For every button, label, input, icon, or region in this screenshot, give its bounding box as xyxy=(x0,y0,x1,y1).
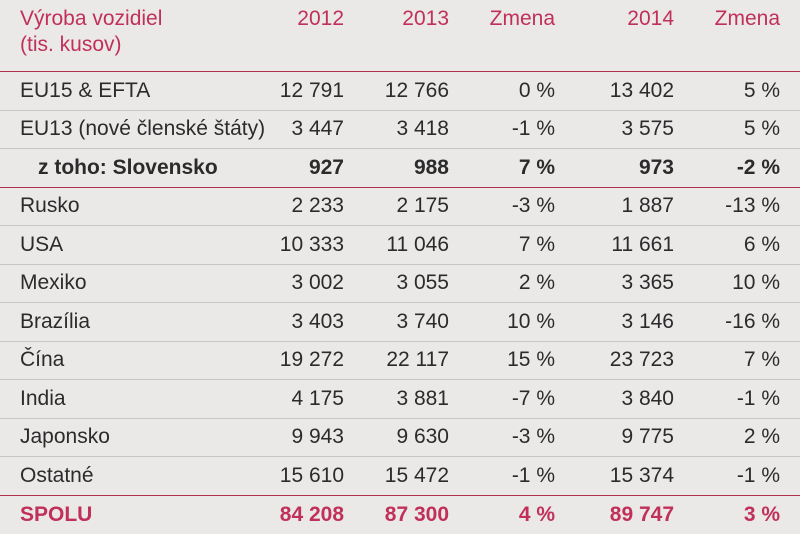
table-row: EU15 & EFTA 12 791 12 766 0 % 13 402 5 % xyxy=(0,72,800,111)
cell-2012: 10 333 xyxy=(272,233,344,257)
cell-change-1: 2 % xyxy=(449,271,555,295)
cell-change-2: -2 % xyxy=(674,156,780,180)
cell-change-2: 10 % xyxy=(674,271,780,295)
header-2012: 2012 xyxy=(272,6,344,32)
cell-2014: 3 575 xyxy=(555,117,674,141)
cell-change-2: -16 % xyxy=(674,310,780,334)
table-row: India 4 175 3 881 -7 % 3 840 -1 % xyxy=(0,380,800,419)
cell-change-2: 7 % xyxy=(674,348,780,372)
table-row: Japonsko 9 943 9 630 -3 % 9 775 2 % xyxy=(0,419,800,458)
cell-2013: 11 046 xyxy=(344,233,449,257)
header-change-2: Zmena xyxy=(674,6,780,32)
total-2014: 89 747 xyxy=(555,503,674,527)
total-2012: 84 208 xyxy=(272,503,344,527)
cell-2012: 3 447 xyxy=(272,117,344,141)
table-row: EU13 (nové členské štáty) 3 447 3 418 -1… xyxy=(0,111,800,150)
cell-2014: 3 365 xyxy=(555,271,674,295)
total-change-2: 3 % xyxy=(674,503,780,527)
row-label: Rusko xyxy=(0,194,272,218)
cell-2013: 22 117 xyxy=(344,348,449,372)
row-label: Mexiko xyxy=(0,271,272,295)
header-2013: 2013 xyxy=(344,6,449,32)
table-header: Výroba vozidiel (tis. kusov) 2012 2013 Z… xyxy=(0,0,800,72)
cell-change-2: 5 % xyxy=(674,117,780,141)
table-row: Ostatné 15 610 15 472 -1 % 15 374 -1 % xyxy=(0,457,800,496)
cell-change-2: -1 % xyxy=(674,464,780,488)
cell-2013: 12 766 xyxy=(344,79,449,103)
cell-2013: 9 630 xyxy=(344,425,449,449)
cell-2014: 1 887 xyxy=(555,194,674,218)
cell-2013: 2 175 xyxy=(344,194,449,218)
cell-2014: 23 723 xyxy=(555,348,674,372)
table-row: Brazília 3 403 3 740 10 % 3 146 -16 % xyxy=(0,303,800,342)
cell-change-2: -13 % xyxy=(674,194,780,218)
cell-2013: 3 881 xyxy=(344,387,449,411)
cell-change-2: 5 % xyxy=(674,79,780,103)
cell-2013: 3 055 xyxy=(344,271,449,295)
row-label: Čína xyxy=(0,348,272,372)
total-label: SPOLU xyxy=(0,503,272,527)
cell-2012: 9 943 xyxy=(272,425,344,449)
row-label: EU13 (nové členské štáty) xyxy=(0,117,272,141)
header-change-1: Zmena xyxy=(449,6,555,32)
cell-2014: 11 661 xyxy=(555,233,674,257)
table-body: EU15 & EFTA 12 791 12 766 0 % 13 402 5 %… xyxy=(0,72,800,534)
cell-change-1: 15 % xyxy=(449,348,555,372)
header-title: Výroba vozidiel xyxy=(20,6,272,32)
row-label: USA xyxy=(0,233,272,257)
cell-2014: 9 775 xyxy=(555,425,674,449)
total-change-1: 4 % xyxy=(449,503,555,527)
header-unit: (tis. kusov) xyxy=(20,32,272,58)
row-label: India xyxy=(0,387,272,411)
cell-2013: 3 418 xyxy=(344,117,449,141)
cell-2014: 973 xyxy=(555,156,674,180)
table-row: Čína 19 272 22 117 15 % 23 723 7 % xyxy=(0,342,800,381)
cell-2012: 2 233 xyxy=(272,194,344,218)
cell-2013: 988 xyxy=(344,156,449,180)
cell-2014: 3 146 xyxy=(555,310,674,334)
cell-2012: 15 610 xyxy=(272,464,344,488)
cell-2012: 3 403 xyxy=(272,310,344,334)
cell-2014: 3 840 xyxy=(555,387,674,411)
cell-change-2: 6 % xyxy=(674,233,780,257)
cell-change-1: -7 % xyxy=(449,387,555,411)
total-row: SPOLU 84 208 87 300 4 % 89 747 3 % xyxy=(0,496,800,534)
total-2013: 87 300 xyxy=(344,503,449,527)
row-label: Japonsko xyxy=(0,425,272,449)
row-label: Brazília xyxy=(0,310,272,334)
table-row: Rusko 2 233 2 175 -3 % 1 887 -13 % xyxy=(0,188,800,227)
cell-change-2: -1 % xyxy=(674,387,780,411)
cell-2012: 19 272 xyxy=(272,348,344,372)
cell-change-1: 10 % xyxy=(449,310,555,334)
table-row: USA 10 333 11 046 7 % 11 661 6 % xyxy=(0,226,800,265)
cell-change-1: 7 % xyxy=(449,156,555,180)
cell-2013: 15 472 xyxy=(344,464,449,488)
header-label-cell: Výroba vozidiel (tis. kusov) xyxy=(0,6,272,58)
cell-2012: 3 002 xyxy=(272,271,344,295)
cell-2012: 12 791 xyxy=(272,79,344,103)
table-row: z toho: Slovensko 927 988 7 % 973 -2 % xyxy=(0,149,800,188)
table-row: Mexiko 3 002 3 055 2 % 3 365 10 % xyxy=(0,265,800,304)
cell-2014: 15 374 xyxy=(555,464,674,488)
cell-2012: 927 xyxy=(272,156,344,180)
cell-change-1: 0 % xyxy=(449,79,555,103)
row-label: Ostatné xyxy=(0,464,272,488)
cell-2014: 13 402 xyxy=(555,79,674,103)
cell-change-1: -3 % xyxy=(449,194,555,218)
cell-change-1: 7 % xyxy=(449,233,555,257)
cell-2013: 3 740 xyxy=(344,310,449,334)
cell-change-2: 2 % xyxy=(674,425,780,449)
row-label: z toho: Slovensko xyxy=(0,156,272,180)
cell-2012: 4 175 xyxy=(272,387,344,411)
cell-change-1: -1 % xyxy=(449,117,555,141)
row-label: EU15 & EFTA xyxy=(0,79,272,103)
header-2014: 2014 xyxy=(555,6,674,32)
cell-change-1: -1 % xyxy=(449,464,555,488)
cell-change-1: -3 % xyxy=(449,425,555,449)
